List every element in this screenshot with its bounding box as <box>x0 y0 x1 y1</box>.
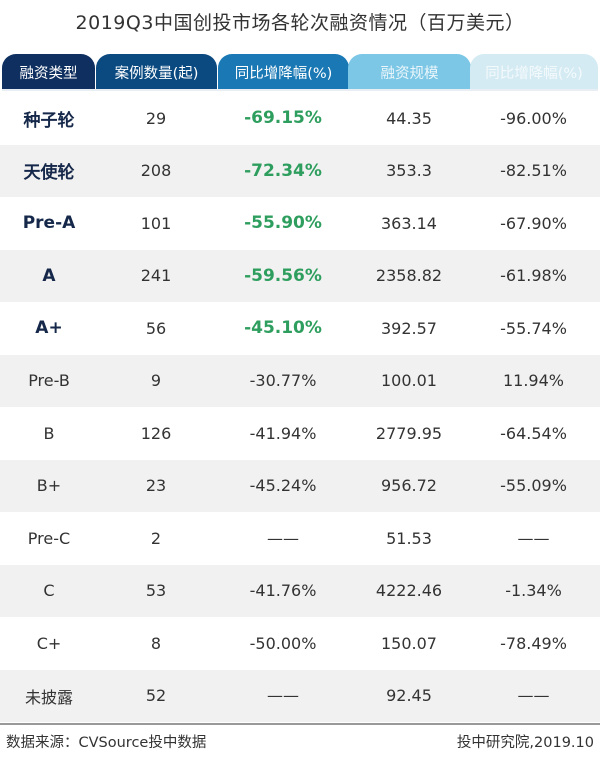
table-row: A+ 56 -45.10% 392.57 -55.74% <box>0 302 600 355</box>
deal-count-cell: 23 <box>145 476 167 496</box>
funding-amount-cell: 2358.82 <box>375 266 443 286</box>
funding-amount-cell: 353.3 <box>386 161 432 181</box>
table-row: B+ 23 -45.24% 956.72 -55.09% <box>0 459 600 512</box>
header-count: 案例数量(起) <box>96 54 217 90</box>
count-yoy-cell: -30.77% <box>249 371 317 391</box>
deal-count-cell: 52 <box>145 686 167 706</box>
count-yoy-cell: -45.24% <box>249 476 317 496</box>
footer-divider <box>0 723 600 725</box>
table-body: 种子轮 29 -69.15% 44.35 -96.00% 天使轮 208 -72.34% 353… <box>0 92 600 722</box>
round-type-cell: C <box>43 581 55 601</box>
deal-count-cell: 56 <box>145 318 167 338</box>
amount-yoy-cell: -64.54% <box>500 423 567 443</box>
table-row: A 241 -59.56% 2358.82 -61.98% <box>0 249 600 302</box>
funding-amount-cell: 4222.46 <box>375 581 443 601</box>
table-row: Pre-A 101 -55.90% 363.14 -67.90% <box>0 197 600 250</box>
amount-yoy-cell: —— <box>517 686 550 706</box>
amount-yoy-cell: -1.34% <box>505 581 562 601</box>
table-header: 融资类型 案例数量(起) 同比增降幅(%) 融资规模 同比增降幅(%) <box>2 54 598 90</box>
header-divider <box>2 89 598 91</box>
credit: 投中研究院,2019.10 <box>456 735 594 751</box>
table-row: C 53 -41.76% 4222.46 -1.34% <box>0 564 600 617</box>
deal-count-cell: 2 <box>150 528 162 548</box>
deal-count-cell: 29 <box>145 108 167 128</box>
funding-amount-cell: 956.72 <box>381 476 437 496</box>
funding-amount-cell: 363.14 <box>381 213 437 233</box>
amount-yoy-cell: -61.98% <box>500 266 567 286</box>
data-source: 数据来源：CVSource投中数据 <box>6 735 207 751</box>
table-row: C+ 8 -50.00% 150.07 -78.49% <box>0 617 600 670</box>
header-amount: 融资规模 <box>348 54 471 90</box>
deal-count-cell: 208 <box>140 161 172 181</box>
round-type-cell: B <box>43 423 55 443</box>
chart-title: 2019Q3中国创投市场各轮次融资情况（百万美元） <box>75 12 525 34</box>
amount-yoy-cell: 11.94% <box>502 371 564 391</box>
count-yoy-cell: -72.34% <box>244 160 322 181</box>
funding-amount-cell: 44.35 <box>386 108 432 128</box>
deal-count-cell: 9 <box>150 371 162 391</box>
deal-count-cell: 241 <box>140 266 172 286</box>
table-row: 种子轮 29 -69.15% 44.35 -96.00% <box>0 92 600 145</box>
count-yoy-cell: —— <box>267 528 299 548</box>
funding-amount-cell: 92.45 <box>386 686 432 706</box>
round-type-cell: A+ <box>35 318 63 339</box>
deal-count-cell: 126 <box>140 423 172 443</box>
funding-amount-cell: 150.07 <box>381 633 437 653</box>
amount-yoy-cell: -55.09% <box>500 476 567 496</box>
deal-count-cell: 101 <box>140 213 172 233</box>
count-yoy-cell: -45.10% <box>244 318 322 339</box>
funding-amount-cell: 2779.95 <box>375 423 443 443</box>
amount-yoy-cell: -96.00% <box>500 108 567 128</box>
funding-amount-cell: 392.57 <box>381 318 437 338</box>
count-yoy-cell: -41.94% <box>249 423 317 443</box>
round-type-cell: 天使轮 <box>23 163 75 184</box>
count-yoy-cell: -50.00% <box>249 633 317 653</box>
round-type-cell: C+ <box>36 633 62 653</box>
round-type-cell: A <box>42 265 56 286</box>
deal-count-cell: 8 <box>150 633 162 653</box>
round-type-cell: Pre-A <box>22 213 76 234</box>
round-type-cell: B+ <box>36 476 62 496</box>
funding-amount-cell: 51.53 <box>386 528 432 548</box>
amount-yoy-cell: -67.90% <box>500 213 567 233</box>
count-yoy-cell: -41.76% <box>249 581 317 601</box>
count-yoy-cell: -59.56% <box>244 265 322 286</box>
table-row: 天使轮 208 -72.34% 353.3 -82.51% <box>0 144 600 197</box>
header-count-yoy: 同比增降幅(%) <box>218 54 349 90</box>
deal-count-cell: 53 <box>145 581 167 601</box>
header-type: 融资类型 <box>2 54 95 90</box>
table-row: 未披露 52 —— 92.45 —— <box>0 669 600 722</box>
count-yoy-cell: -55.90% <box>244 213 322 234</box>
header-amount-yoy: 同比增降幅(%) <box>470 54 598 90</box>
table-row: Pre-C 2 —— 51.53 —— <box>0 512 600 565</box>
amount-yoy-cell: -78.49% <box>500 633 567 653</box>
table-row: Pre-B 9 -30.77% 100.01 11.94% <box>0 354 600 407</box>
amount-yoy-cell: -55.74% <box>500 318 567 338</box>
count-yoy-cell: —— <box>267 686 299 706</box>
round-type-cell: Pre-C <box>27 528 71 548</box>
amount-yoy-cell: —— <box>517 528 550 548</box>
round-type-cell: Pre-B <box>28 371 70 391</box>
amount-yoy-cell: -82.51% <box>500 161 567 181</box>
round-type-cell: 种子轮 <box>23 110 75 131</box>
table-row: B 126 -41.94% 2779.95 -64.54% <box>0 407 600 460</box>
funding-amount-cell: 100.01 <box>381 371 437 391</box>
round-type-cell: 未披露 <box>24 687 73 707</box>
count-yoy-cell: -69.15% <box>244 108 322 129</box>
